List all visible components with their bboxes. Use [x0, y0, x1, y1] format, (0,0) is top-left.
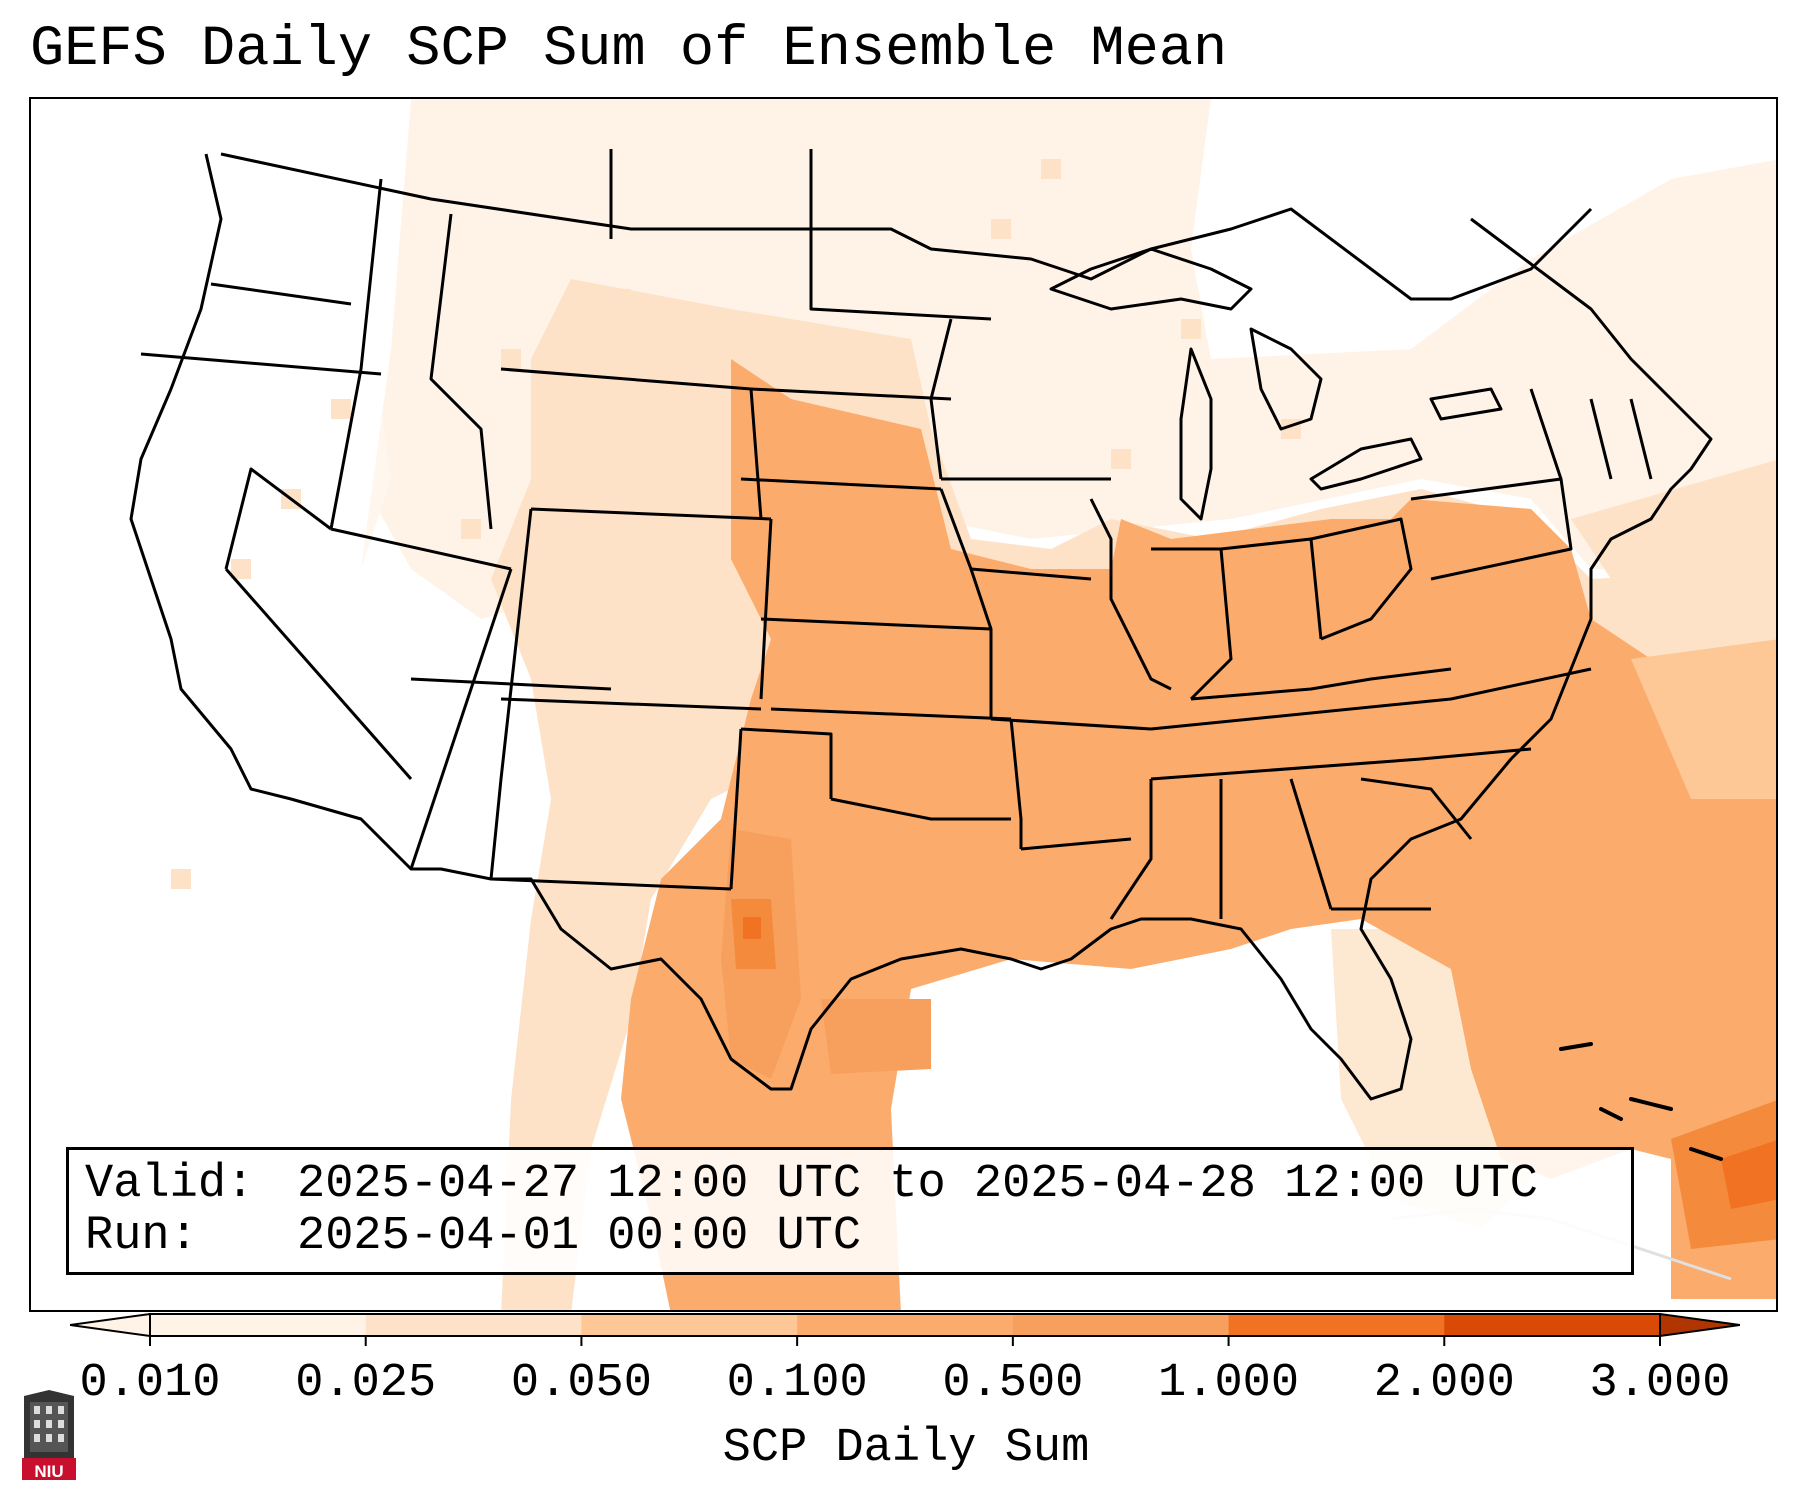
- colorbar-segment: [1228, 1314, 1445, 1336]
- niu-logo-icon: [22, 1390, 76, 1480]
- colorbar-tick-label: 0.025: [295, 1357, 437, 1410]
- colorbar-segments: [70, 1312, 1740, 1338]
- colorbar-extend-low: [70, 1312, 151, 1338]
- colorbar-border: [149, 1313, 1661, 1337]
- scp-field-strong: [721, 829, 1776, 1249]
- colorbar-segment: [581, 1314, 798, 1336]
- colorbar-segment: [365, 1314, 582, 1336]
- colorbar: [70, 1312, 1740, 1346]
- run-value: 2025-04-01 00:00 UTC: [297, 1210, 862, 1263]
- valid-label: Valid:: [85, 1158, 255, 1211]
- northern-border: [220, 152, 1593, 301]
- colorbar-ticks: [149, 1336, 1661, 1346]
- run-row: Run: 2025-04-01 00:00 UTC: [85, 1210, 861, 1263]
- colorbar-tick-label: 2.000: [1373, 1357, 1515, 1410]
- state-boundaries: [129, 149, 1713, 1101]
- scp-speckle: [171, 159, 1301, 889]
- colorbar-label: SCP Daily Sum: [722, 1422, 1090, 1475]
- valid-row: Valid: 2025-04-27 12:00 UTC to 2025-04-28…: [85, 1158, 1538, 1211]
- colorbar-extend-high: [1659, 1312, 1740, 1338]
- colorbar-segment: [1012, 1314, 1230, 1336]
- conus-outline: [129, 153, 1713, 1101]
- info-box: Valid: 2025-04-27 12:00 UTC to 2025-04-28…: [66, 1147, 1634, 1275]
- niu-logo-text: NIU: [34, 1462, 64, 1481]
- niu-logo: NIU: [20, 1388, 78, 1484]
- colorbar-segment: [797, 1314, 1014, 1336]
- colorbar-tick-label: 0.010: [79, 1357, 221, 1410]
- map-panel: [29, 97, 1778, 1312]
- colorbar-tick-label: 0.100: [726, 1357, 868, 1410]
- colorbar-segment: [150, 1314, 367, 1336]
- colorbar-tick-label: 0.050: [510, 1357, 652, 1410]
- colorbar-segment: [1444, 1314, 1661, 1336]
- lake-michigan: [1179, 347, 1213, 521]
- colorbar-tick-label: 1.000: [1158, 1357, 1300, 1410]
- scp-field-medium: [621, 359, 1776, 1310]
- valid-value: 2025-04-27 12:00 UTC to 2025-04-28 12:00…: [297, 1158, 1539, 1211]
- colorbar-tick-label: 0.500: [942, 1357, 1084, 1410]
- map-title: GEFS Daily SCP Sum of Ensemble Mean: [30, 18, 1228, 82]
- lake-superior: [1049, 247, 1253, 311]
- lake-huron: [1249, 327, 1323, 431]
- lake-erie: [1309, 437, 1423, 491]
- lake-ontario: [1429, 387, 1503, 421]
- colorbar-tick-label: 3.000: [1589, 1357, 1731, 1410]
- run-label: Run:: [85, 1210, 198, 1263]
- map-canvas: [31, 99, 1776, 1310]
- bahamas-islands: [1559, 1042, 1723, 1161]
